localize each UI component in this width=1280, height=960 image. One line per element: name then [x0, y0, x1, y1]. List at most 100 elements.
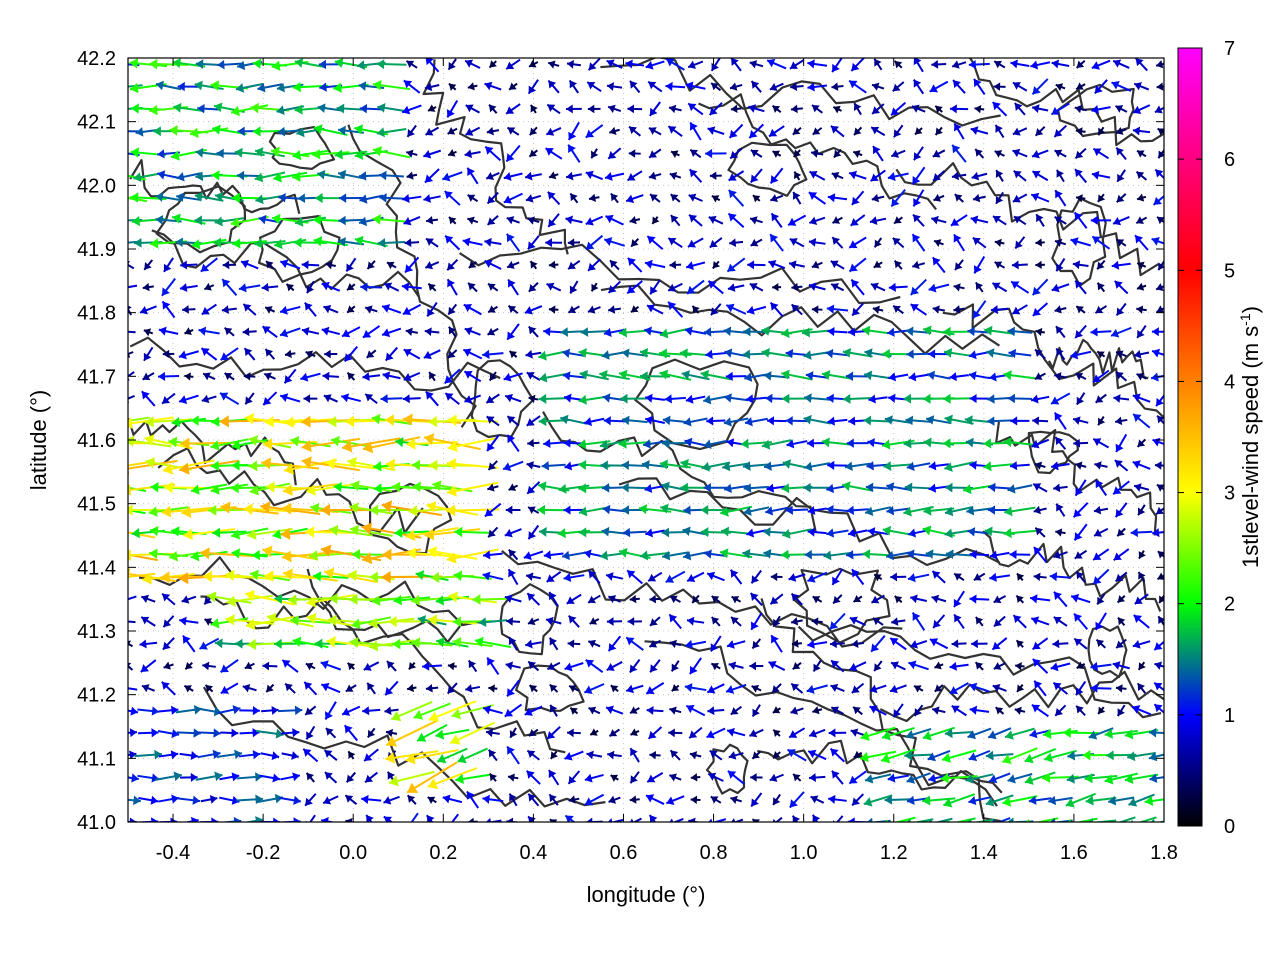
wind-arrow [1135, 216, 1148, 225]
wind-arrow [625, 59, 645, 69]
wind-arrow [944, 461, 974, 472]
wind-arrow [770, 212, 783, 228]
wind-arrow [547, 191, 561, 206]
wind-arrow [826, 528, 849, 538]
wind-arrow [506, 216, 520, 225]
wind-arrow [1091, 59, 1111, 70]
wind-arrow [691, 594, 700, 604]
wind-arrow [689, 751, 702, 760]
wind-arrow [1094, 79, 1108, 95]
colorbar-tick-label: 7 [1224, 38, 1235, 60]
wind-arrow [971, 639, 988, 649]
wind-arrow [904, 750, 933, 761]
wind-arrow [952, 79, 966, 94]
wind-arrow [720, 526, 752, 537]
wind-arrow [1137, 661, 1146, 671]
wind-arrow [807, 749, 827, 761]
wind-arrow [1111, 80, 1132, 92]
wind-arrow [453, 570, 492, 581]
wind-arrow [1148, 727, 1164, 738]
wind-arrow [259, 773, 281, 783]
wind-arrow [302, 748, 319, 763]
wind-arrow [487, 327, 499, 336]
wind-arrow [587, 639, 601, 648]
wind-arrow [606, 661, 623, 671]
wind-arrow [751, 818, 760, 822]
wind-arrow [808, 728, 826, 738]
contour-line [1087, 625, 1128, 679]
wind-arrow [128, 435, 172, 448]
wind-arrow [1130, 527, 1153, 538]
wind-arrow [161, 592, 176, 606]
wind-arrow [953, 572, 965, 582]
wind-arrow [749, 60, 764, 69]
wind-arrow [639, 550, 671, 561]
wind-arrow [1029, 594, 1051, 604]
wind-arrow [128, 687, 138, 691]
wind-arrow [742, 461, 770, 471]
wind-arrow [851, 568, 865, 586]
wind-arrow [625, 194, 644, 204]
wind-arrow [1132, 126, 1151, 136]
wind-arrow [864, 506, 892, 516]
wind-arrow [603, 237, 625, 247]
x-tick-label: 1.2 [880, 842, 908, 864]
wind-arrow [402, 303, 422, 316]
wind-arrow [216, 749, 243, 760]
y-tick-label: 41.5 [77, 494, 116, 516]
wind-arrow [176, 172, 202, 182]
wind-arrow [827, 416, 848, 426]
colorbar-tick-label: 5 [1224, 260, 1235, 282]
wind-arrow [242, 327, 257, 337]
wind-arrow [219, 795, 240, 805]
wind-arrow [566, 104, 582, 114]
wind-arrow [346, 305, 356, 314]
wind-arrow [787, 748, 807, 762]
wind-arrow [1016, 684, 1025, 693]
wind-arrow [474, 636, 511, 649]
wind-arrow [1115, 126, 1127, 135]
wind-arrow [381, 304, 402, 314]
wind-arrow [1051, 59, 1070, 69]
wind-arrow [200, 347, 218, 361]
wind-arrow [341, 326, 361, 338]
wind-arrow [728, 123, 744, 139]
wind-arrow [467, 282, 478, 293]
wind-arrow [462, 237, 483, 247]
wind-arrow [1096, 593, 1106, 606]
wind-arrow [807, 527, 827, 537]
contour-line [942, 303, 1164, 420]
wind-arrow [684, 326, 707, 336]
wind-arrow [1157, 615, 1164, 627]
wind-arrow [1050, 102, 1070, 116]
wind-arrow [376, 127, 407, 138]
wind-arrow [585, 170, 604, 181]
wind-arrow [791, 815, 801, 822]
wind-arrow [688, 214, 703, 227]
wind-arrow [584, 773, 604, 783]
wind-arrow [929, 638, 949, 650]
wind-arrow [669, 749, 681, 761]
wind-arrow [1094, 612, 1107, 631]
wind-arrow [621, 415, 648, 426]
wind-arrow [846, 505, 869, 515]
y-tick-label: 41.0 [77, 812, 116, 834]
wind-arrow [427, 796, 437, 804]
wind-arrow [1055, 83, 1066, 92]
wind-arrow [649, 659, 661, 673]
wind-arrow [345, 771, 357, 783]
wind-arrow [1074, 461, 1087, 470]
y-tick-label: 41.9 [77, 239, 116, 261]
wind-arrow [365, 814, 374, 822]
wind-arrow [247, 528, 293, 540]
wind-arrow [707, 280, 724, 295]
wind-arrow [565, 215, 583, 225]
wind-arrow [703, 439, 729, 449]
wind-arrow [416, 723, 448, 742]
wind-arrow [905, 415, 932, 426]
wind-arrow [668, 104, 682, 114]
wind-arrow [547, 79, 560, 94]
wind-arrow [967, 326, 992, 337]
wind-arrow [1085, 795, 1117, 806]
wind-arrow [1114, 280, 1129, 295]
